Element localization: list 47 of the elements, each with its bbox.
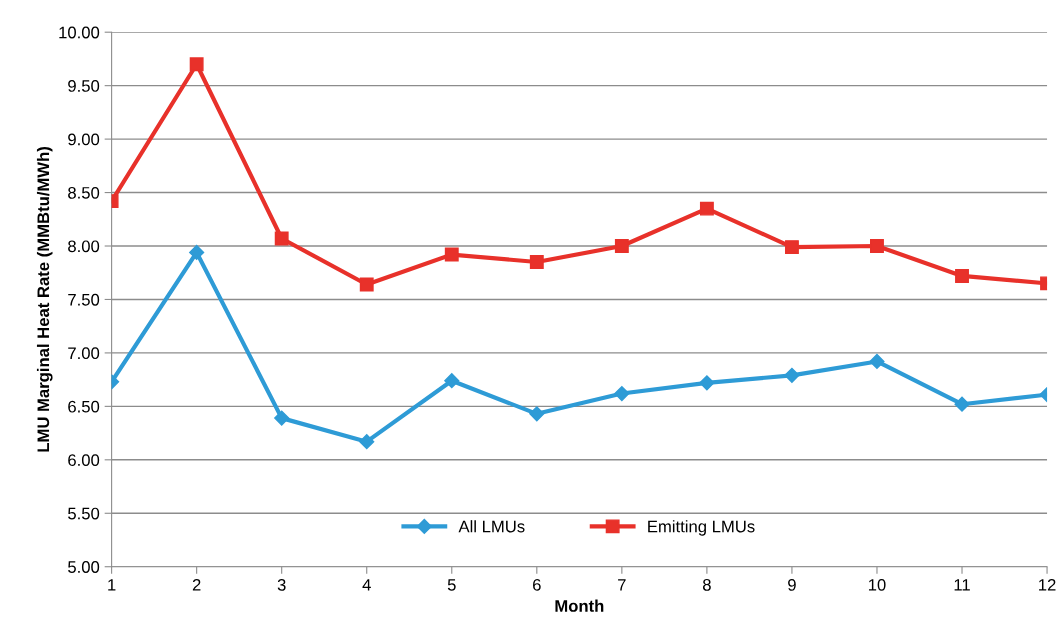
point xyxy=(359,277,374,292)
y-tick-label: 7.00 xyxy=(68,347,100,360)
point xyxy=(784,367,800,383)
point xyxy=(189,57,204,72)
y-tick-label: 10.00 xyxy=(59,26,100,39)
y-tick-label: 9.00 xyxy=(68,133,100,146)
point xyxy=(954,396,970,412)
x-tick-label: 1 xyxy=(108,579,116,591)
x-tick-label: 11 xyxy=(954,579,970,591)
point xyxy=(444,247,459,262)
y-tick-label: 8.00 xyxy=(68,240,100,253)
point xyxy=(444,373,460,389)
point xyxy=(359,434,375,450)
x-axis-title: Month xyxy=(555,599,604,612)
point xyxy=(614,385,630,402)
point xyxy=(529,406,545,422)
point xyxy=(189,244,205,260)
y-tick-label: 8.50 xyxy=(68,186,100,199)
point xyxy=(699,201,714,216)
y-tick-label: 5.50 xyxy=(68,507,100,520)
point xyxy=(699,375,715,391)
y-tick-label: 7.50 xyxy=(68,293,100,306)
x-tick-label: 6 xyxy=(533,578,541,591)
point xyxy=(784,240,799,255)
x-tick-label: 12 xyxy=(1039,578,1056,591)
legend-label: All LMUs xyxy=(458,520,525,533)
point xyxy=(529,255,544,269)
y-tick-label: 6.50 xyxy=(68,400,100,413)
y-tick-label: 6.00 xyxy=(68,454,100,467)
point xyxy=(274,231,289,246)
x-tick-label: 4 xyxy=(362,579,371,591)
point xyxy=(955,268,969,283)
x-tick-label: 8 xyxy=(702,578,711,591)
y-tick-label: 9.50 xyxy=(68,80,100,92)
x-tick-label: 3 xyxy=(277,578,286,591)
y-tick-label: 5.00 xyxy=(68,561,100,573)
x-tick-label: 2 xyxy=(192,578,201,591)
legend-label: Emitting LMUs xyxy=(648,520,755,536)
x-tick-label: 5 xyxy=(447,579,456,591)
x-tick-label: 9 xyxy=(788,578,796,591)
point xyxy=(869,353,885,370)
y-axis-title: LMU Marginal Heat Rate (MMBtu/MWh) xyxy=(36,147,53,452)
point xyxy=(614,239,629,253)
x-tick-label: 10 xyxy=(868,578,886,591)
x-tick-label: 7 xyxy=(618,579,626,591)
point xyxy=(870,239,884,253)
point xyxy=(274,410,290,426)
